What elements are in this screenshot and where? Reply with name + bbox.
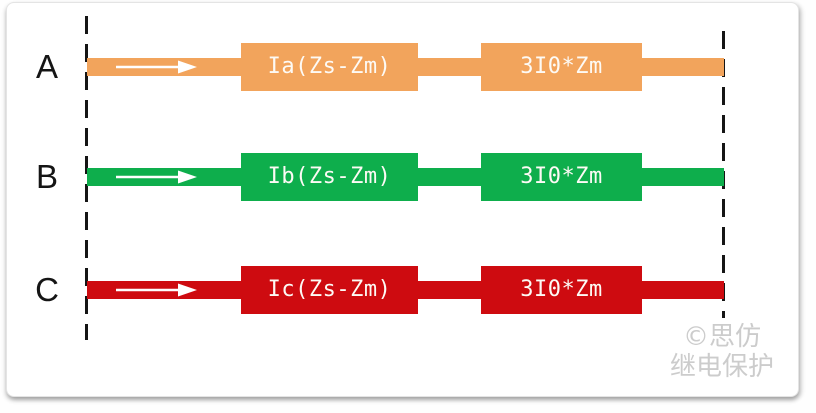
- watermark: ©思仿 继电保护: [636, 322, 808, 382]
- left-bus-boundary-dashed-line: [85, 16, 88, 340]
- watermark-line2: 继电保护: [669, 352, 774, 382]
- watermark-line1: ©思仿: [682, 322, 761, 352]
- right-bus-boundary-dashed-line: [722, 31, 725, 318]
